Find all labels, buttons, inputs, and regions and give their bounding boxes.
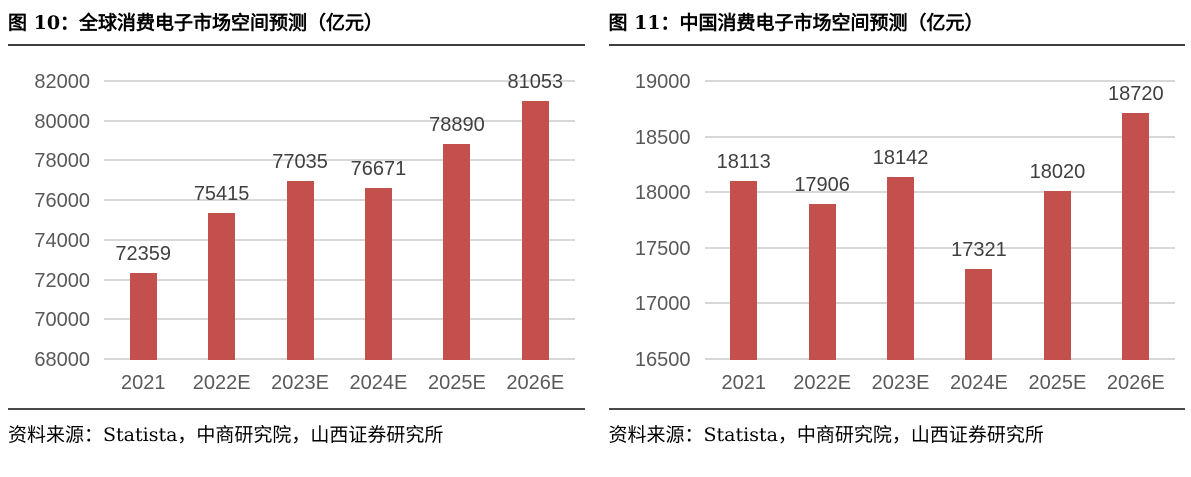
figure-10-title: 图 10：全球消费电子市场空间预测（亿元） xyxy=(8,12,384,34)
gridline xyxy=(704,358,1175,360)
bar-cell: 17321 xyxy=(940,82,1018,360)
figure-11-source-note: 资料来源：Statista，中商研究院，山西证券研究所 xyxy=(608,424,1044,446)
bar-cell: 18142 xyxy=(861,82,939,360)
bar-cell: 81053 xyxy=(496,72,574,360)
figure-10-bar-chart: 68000 70000 72000 74000 76000 78000 80000 82000… xyxy=(8,52,585,398)
y-tick-label: 68000 xyxy=(34,349,90,371)
gridline xyxy=(704,80,1175,82)
figure-11-panel: 图 11：中国消费电子市场空间预测（亿元） 16500 17000 17500 180… xyxy=(608,4,1186,447)
gridline xyxy=(104,80,575,82)
bar-value-label: 78890 xyxy=(429,113,485,136)
y-tick-label: 80000 xyxy=(34,110,90,133)
bar xyxy=(286,180,314,360)
bar-value-label: 17321 xyxy=(951,238,1007,261)
y-tick-label: 70000 xyxy=(34,309,90,332)
x-tick-label: 2025E xyxy=(427,372,486,394)
figure-10-panel: 图 10：全球消费电子市场空间预测（亿元） 68000 70000 72000 740… xyxy=(8,4,585,447)
x-tick-label: 2026E xyxy=(1106,372,1165,394)
bar-cell: 72359 xyxy=(104,82,182,360)
y-tick-label: 19000 xyxy=(634,71,691,93)
gridline xyxy=(104,119,575,122)
bar-value-label: 72359 xyxy=(115,243,172,266)
bar xyxy=(730,180,758,360)
bar xyxy=(1043,190,1071,360)
bar-value-label: 76671 xyxy=(350,157,407,180)
bar-cell: 18720 xyxy=(1097,82,1175,360)
bar-cell: 77035 xyxy=(261,82,339,360)
bar xyxy=(965,268,993,360)
bar-cell: 78890 xyxy=(418,82,496,360)
bar-cell: 75415 xyxy=(182,82,260,360)
y-tick-label: 78000 xyxy=(34,150,90,173)
bar xyxy=(808,203,836,360)
bar xyxy=(521,100,549,360)
y-tick-label: 18500 xyxy=(634,126,691,149)
bar-value-label: 17906 xyxy=(794,173,850,196)
x-tick-label: 2023E xyxy=(271,372,329,394)
x-tick-label: 2022E xyxy=(192,372,251,394)
bar xyxy=(364,187,392,360)
x-tick-label: 2024E xyxy=(349,372,408,394)
report-figures-row: 图 10：全球消费电子市场空间预测（亿元） 68000 70000 72000 740… xyxy=(8,4,1186,447)
gridline xyxy=(704,246,1175,249)
x-tick-label: 2021 xyxy=(120,372,166,394)
x-tick-label: 2026E xyxy=(506,372,565,394)
x-axis: 2021 2022E 2023E 2024E 2025E 2026E xyxy=(705,372,1176,398)
bar-value-label: 77035 xyxy=(272,150,328,173)
gridline xyxy=(704,302,1175,305)
bar-value-label: 75415 xyxy=(193,182,250,205)
figure-10-title-divider xyxy=(8,44,585,46)
gridline xyxy=(104,159,575,162)
plot-area: 16500 17000 17500 18000 18500 19000 18113 17906… xyxy=(635,72,1176,370)
gridline xyxy=(704,191,1175,194)
y-tick-label: 74000 xyxy=(34,229,90,252)
gridline xyxy=(104,238,575,241)
y-tick-label: 16500 xyxy=(634,349,691,371)
bar-cell: 18020 xyxy=(1018,82,1096,360)
y-tick-label: 82000 xyxy=(34,71,90,93)
plot-area: 68000 70000 72000 74000 76000 78000 80000 82000… xyxy=(34,72,575,370)
figure-11-source-divider xyxy=(608,408,1185,410)
bar-value-label: 81053 xyxy=(507,70,564,93)
bar-value-label: 18142 xyxy=(872,147,929,170)
figure-10-source-note: 资料来源：Statista，中商研究院，山西证券研究所 xyxy=(8,424,444,446)
x-tick-label: 2025E xyxy=(1028,372,1087,394)
figure-11-bar-chart: 16500 17000 17500 18000 18500 19000 18113 17906… xyxy=(609,52,1186,398)
y-tick-label: 18000 xyxy=(634,182,691,205)
y-tick-label: 17500 xyxy=(634,237,691,260)
x-tick-label: 2023E xyxy=(871,372,930,394)
bar xyxy=(443,143,471,360)
gridline xyxy=(104,318,575,321)
bar-value-label: 18720 xyxy=(1108,83,1164,106)
bar xyxy=(208,212,236,360)
gridline xyxy=(704,135,1175,138)
x-axis: 2021 2022E 2023E 2024E 2025E 2026E xyxy=(104,372,575,398)
y-tick-label: 76000 xyxy=(34,190,90,213)
bar-cell: 17906 xyxy=(783,82,861,360)
figure-11-title: 图 11：中国消费电子市场空间预测（亿元） xyxy=(608,12,984,34)
figure-10-source-divider xyxy=(8,408,585,410)
x-tick-label: 2022E xyxy=(793,372,852,394)
gridline xyxy=(104,278,575,281)
y-tick-label: 17000 xyxy=(634,293,691,316)
bar-value-label: 18113 xyxy=(716,150,771,173)
bar-value-label: 18020 xyxy=(1029,160,1086,183)
gridline xyxy=(104,358,575,360)
bar xyxy=(129,273,157,360)
x-tick-label: 2024E xyxy=(950,372,1008,394)
figure-11-title-divider xyxy=(608,44,1185,46)
bars-layer: 18113 17906 18142 17321 18020 18720 xyxy=(705,82,1176,360)
bar-cell: 76671 xyxy=(339,82,417,360)
bar-cell: 18113 xyxy=(705,82,783,360)
gridline xyxy=(104,199,575,202)
x-tick-label: 2021 xyxy=(721,372,766,394)
y-tick-label: 72000 xyxy=(34,269,90,292)
bars-layer: 72359 75415 77035 76671 78890 81053 xyxy=(104,72,575,360)
bar xyxy=(887,177,915,360)
bar xyxy=(1122,113,1150,360)
